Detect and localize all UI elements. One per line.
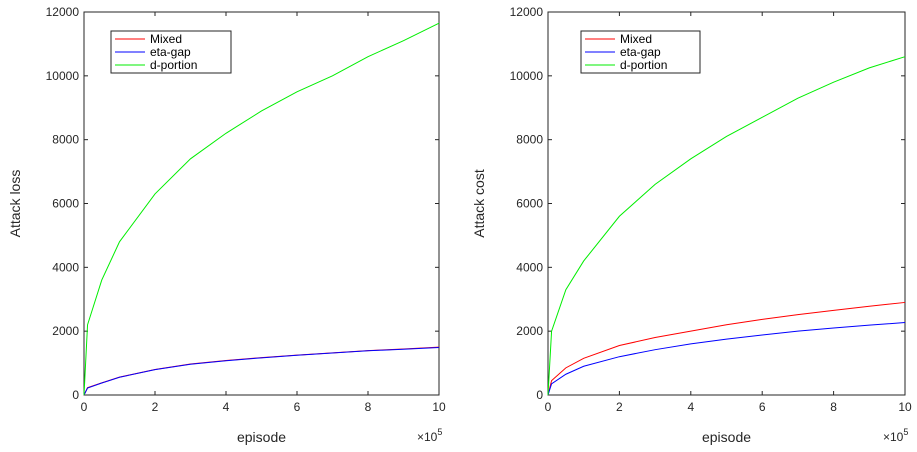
x-axis-label: episode: [237, 429, 286, 445]
x-exponent-label: ×105: [417, 427, 442, 444]
y-tick-label: 4000: [516, 260, 543, 274]
y-tick-label: 2000: [52, 324, 79, 338]
y-tick-label: 0: [536, 388, 543, 402]
x-tick-label: 2: [152, 400, 159, 414]
x-exponent-base: ×10: [417, 430, 438, 444]
x-axis-label: episode: [702, 429, 751, 445]
y-tick-label: 8000: [516, 133, 543, 147]
x-tick-label: 4: [687, 400, 694, 414]
legend-entry-label: Mixed: [150, 32, 182, 46]
x-exponent-label: ×105: [883, 427, 908, 444]
x-tick-label: 8: [365, 400, 372, 414]
y-tick-label: 0: [72, 388, 79, 402]
y-tick-label: 6000: [52, 197, 79, 211]
y-tick-label: 4000: [52, 260, 79, 274]
chart-attack-loss: 0 2 4 6 8 10 0 2000 4000 6000 8000 10000 12000 episod…: [7, 5, 446, 445]
x-tick-label: 6: [759, 400, 766, 414]
axes-box: [547, 11, 906, 396]
x-exponent-power: 5: [903, 427, 908, 437]
y-axis-label: Attack cost: [471, 169, 487, 238]
x-tick-label: 2: [616, 400, 623, 414]
legend-entry-label: d-portion: [620, 58, 667, 72]
y-tick-label: 2000: [516, 324, 543, 338]
x-tick-label: 8: [830, 400, 837, 414]
y-axis-label: Attack loss: [7, 170, 23, 238]
axes-box: [83, 11, 440, 396]
x-tick-label: 10: [432, 400, 446, 414]
x-tick-label: 6: [294, 400, 301, 414]
x-tick-label: 0: [545, 400, 552, 414]
series-line-d-portion: [547, 56, 906, 396]
y-tick-label: 12000: [510, 5, 544, 19]
x-exponent-base: ×10: [883, 430, 904, 444]
series-line-eta-gap: [547, 322, 906, 396]
x-tick-label: 0: [81, 400, 88, 414]
chart-attack-cost: 0 2 4 6 8 10 0 2000 4000 6000 8000 10000 12000 episod…: [471, 5, 912, 445]
x-tick-label: 4: [223, 400, 230, 414]
series-line-eta-gap: [83, 346, 440, 396]
series-line-mixed: [547, 301, 906, 396]
x-tick-label: 10: [898, 400, 912, 414]
legend-entry-label: eta-gap: [620, 45, 661, 59]
legend-entry-label: d-portion: [150, 58, 197, 72]
y-tick-label: 10000: [510, 69, 544, 83]
series-line-d-portion: [83, 22, 440, 396]
legend-entry-label: Mixed: [620, 32, 652, 46]
y-tick-label: 12000: [46, 5, 80, 19]
y-tick-label: 6000: [516, 197, 543, 211]
x-exponent-power: 5: [437, 427, 442, 437]
y-tick-label: 8000: [52, 133, 79, 147]
y-tick-label: 10000: [46, 69, 80, 83]
legend-entry-label: eta-gap: [150, 45, 191, 59]
